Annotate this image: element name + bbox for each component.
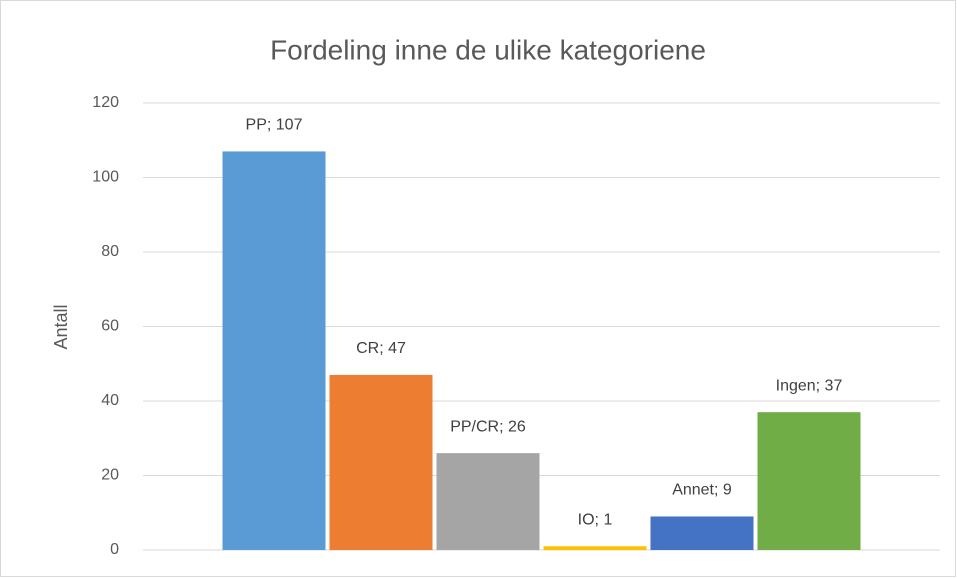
bar — [436, 453, 540, 550]
y-tick-label: 120 — [92, 94, 119, 111]
bar — [757, 412, 861, 550]
y-axis-label: Antall — [51, 304, 71, 349]
bar — [329, 374, 433, 550]
y-tick-label: 0 — [110, 541, 119, 558]
data-label: PP/CR; 26 — [450, 418, 526, 435]
bar — [222, 151, 326, 551]
bar — [543, 546, 647, 550]
data-label: Ingen; 37 — [776, 377, 843, 394]
data-label: PP; 107 — [246, 117, 303, 134]
y-tick-label: 60 — [101, 318, 119, 335]
data-label: Annet; 9 — [672, 482, 732, 499]
y-tick-label: 80 — [101, 243, 119, 260]
chart-title: Fordeling inne de ulike kategoriene — [270, 34, 706, 65]
y-tick-label: 40 — [101, 392, 119, 409]
y-tick-label: 20 — [101, 467, 119, 484]
data-label: IO; 1 — [578, 511, 613, 528]
y-tick-label: 100 — [92, 169, 119, 186]
data-label: CR; 47 — [356, 340, 406, 357]
bar — [650, 516, 754, 550]
